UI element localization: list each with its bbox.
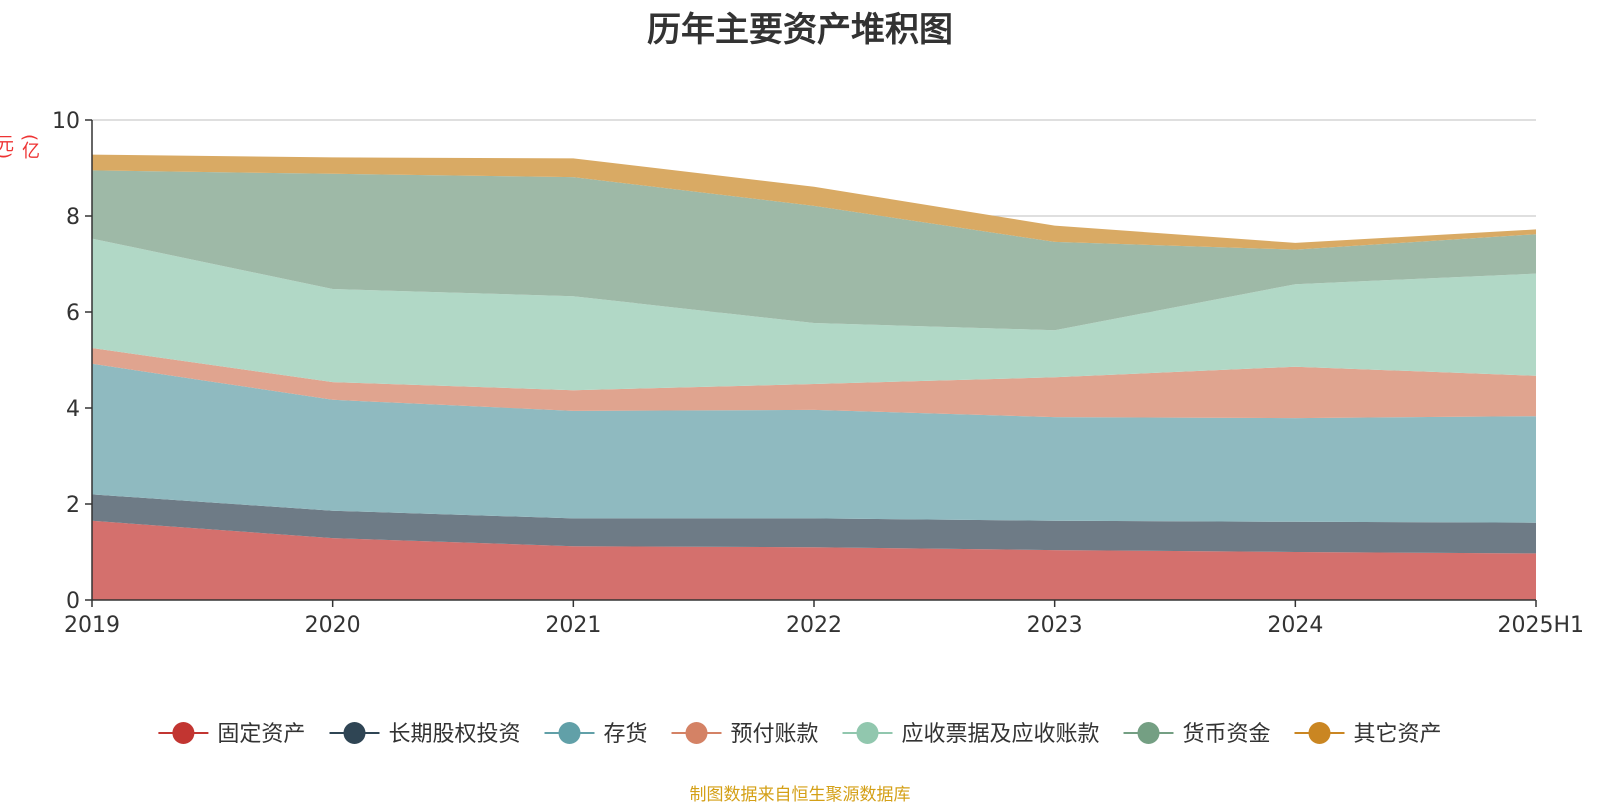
x-tick-label: 2025H1: [1497, 613, 1584, 638]
x-tick-label: 2020: [305, 613, 361, 638]
area-layer: [92, 154, 1536, 600]
area-series-1: [92, 494, 1536, 554]
legend-item[interactable]: 货币资金: [1123, 722, 1271, 747]
legend-item[interactable]: 存货: [544, 722, 648, 747]
legend-item[interactable]: 其它资产: [1294, 722, 1442, 747]
y-tick-label: 10: [52, 109, 80, 134]
x-tick-label: 2019: [64, 613, 120, 638]
legend-swatch-dot: [558, 722, 581, 744]
area-series-2: [92, 363, 1536, 523]
y-tick-label: 8: [66, 205, 80, 230]
legend-item[interactable]: 预付账款: [671, 722, 819, 747]
legend-item[interactable]: 应收票据及应收账款: [842, 722, 1100, 747]
y-tick-label: 0: [66, 589, 80, 614]
legend-swatch-dot: [1308, 722, 1331, 744]
x-tick-label: 2023: [1027, 613, 1083, 638]
axis-layer: 0 2 4 6 8 10 2019 2020 2021 2022 2023 2024 2025H1: [52, 109, 1584, 638]
legend-label: 长期股权投资: [389, 722, 521, 747]
legend-swatch-dot: [172, 722, 195, 744]
legend-label: 存货: [604, 722, 648, 747]
legend-swatch-dot: [685, 722, 708, 744]
y-tick-label: 6: [66, 301, 80, 326]
legend-label: 预付账款: [731, 722, 819, 747]
y-tick-label: 4: [66, 397, 80, 422]
area-series-3: [92, 348, 1536, 419]
y-tick-label: 2: [66, 493, 80, 518]
legend: 固定资产 长期股权投资 存货 预付账款 应收票据及应收账款 货币资金 其它资产: [158, 722, 1442, 747]
area-series-4: [92, 238, 1536, 391]
area-series-5: [92, 170, 1536, 331]
legend-label: 其它资产: [1354, 722, 1442, 747]
source-note: 制图数据来自恒生聚源数据库: [689, 785, 911, 805]
legend-swatch-dot: [1137, 722, 1160, 744]
legend-label: 应收票据及应收账款: [902, 722, 1100, 747]
legend-label: 货币资金: [1183, 722, 1271, 747]
legend-swatch-dot: [856, 722, 879, 744]
x-tick-label: 2024: [1267, 613, 1323, 638]
y-axis-unit-label: (亿元): [0, 134, 40, 160]
legend-swatch-dot: [343, 722, 366, 744]
area-series-6: [92, 154, 1536, 250]
x-tick-label: 2021: [545, 613, 601, 638]
stacked-area-chart: 0 2 4 6 8 10 2019 2020 2021 2022 2023 2024 2025H1 固定…: [52, 109, 1584, 747]
area-series-0: [92, 520, 1536, 600]
chart-title: 历年主要资产堆积图: [647, 10, 953, 50]
legend-label: 固定资产: [217, 722, 305, 747]
legend-item[interactable]: 固定资产: [158, 722, 305, 747]
x-tick-label: 2022: [786, 613, 842, 638]
legend-item[interactable]: 长期股权投资: [329, 722, 521, 747]
